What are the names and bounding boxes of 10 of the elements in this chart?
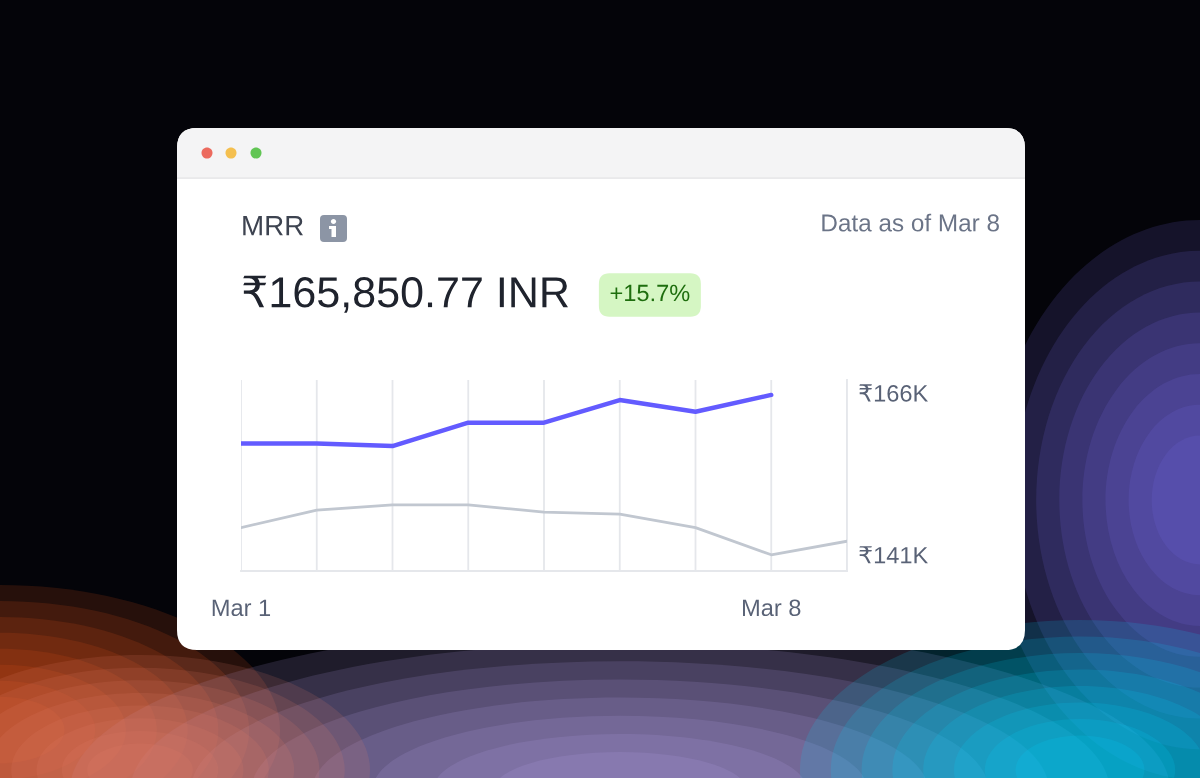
y-tick-label: ₹166K (859, 384, 929, 402)
x-tick-label: Mar 1 (212, 599, 271, 617)
y-tick-label: ₹141K (859, 546, 929, 564)
line-series (241, 392, 774, 449)
text: Data as of Mar 8 (822, 213, 999, 232)
chart-title: MRR (243, 216, 303, 236)
line-series (241, 503, 847, 557)
x-tick-label: Mar 8 (743, 599, 801, 617)
chart-subtitle: ₹165,850.77 INR (243, 275, 568, 313)
text: +15.7% (610, 284, 690, 302)
